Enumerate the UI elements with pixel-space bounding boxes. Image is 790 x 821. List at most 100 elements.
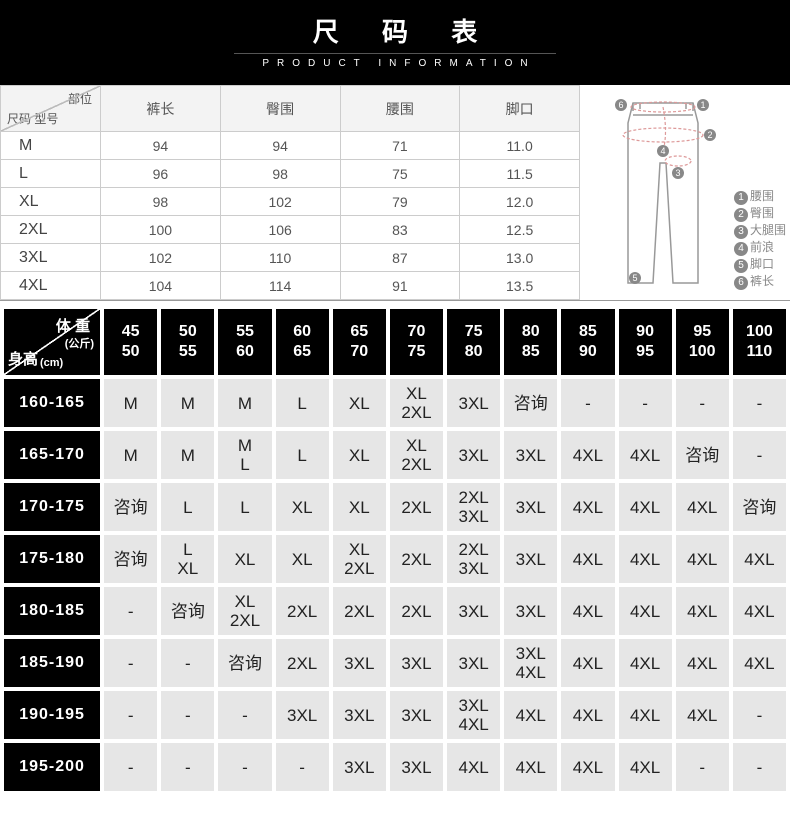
rec-cell: 4XL bbox=[561, 743, 614, 791]
size-cell: 102 bbox=[101, 244, 221, 272]
rec-row: 160-165MMMLXLXL2XL3XL咨询---- bbox=[4, 379, 786, 427]
rec-cell: 2XL bbox=[276, 639, 329, 687]
size-cell: 12.5 bbox=[460, 216, 580, 244]
rec-cell: 4XL bbox=[733, 587, 786, 635]
rec-cell: 3XL4XL bbox=[504, 639, 557, 687]
rec-cell: 3XL bbox=[447, 639, 500, 687]
size-cell: 12.0 bbox=[460, 188, 580, 216]
svg-text:5: 5 bbox=[632, 273, 637, 283]
size-row: 4XL1041149113.5 bbox=[1, 272, 580, 300]
weight-col: 9095 bbox=[619, 309, 672, 375]
size-cell: 104 bbox=[101, 272, 221, 300]
rec-cell: 4XL bbox=[733, 535, 786, 583]
size-section: 部位 尺码 型号 裤长 臀围 腰围 脚口 M94947111.0L9698751… bbox=[0, 85, 790, 301]
weight-col: 5055 bbox=[161, 309, 214, 375]
rec-cell: 4XL bbox=[619, 691, 672, 739]
rec-cell: 4XL bbox=[676, 639, 729, 687]
rec-cell: XL bbox=[218, 535, 271, 583]
rec-cell: XL2XL bbox=[390, 379, 443, 427]
svg-text:6: 6 bbox=[618, 100, 623, 110]
rec-cell: - bbox=[733, 431, 786, 479]
size-row: M94947111.0 bbox=[1, 132, 580, 160]
rec-cell: XL2XL bbox=[390, 431, 443, 479]
col-hip: 臀围 bbox=[220, 86, 340, 132]
rec-cell: - bbox=[104, 587, 157, 635]
weight-col: 8590 bbox=[561, 309, 614, 375]
rec-cell: 4XL bbox=[447, 743, 500, 791]
rec-cell: 3XL bbox=[390, 639, 443, 687]
rec-row: 180-185-咨询XL2XL2XL2XL2XL3XL3XL4XL4XL4XL4… bbox=[4, 587, 786, 635]
rec-cell: 4XL bbox=[619, 431, 672, 479]
size-cell: 13.0 bbox=[460, 244, 580, 272]
size-cell: 100 bbox=[101, 216, 221, 244]
size-table-corner: 部位 尺码 型号 bbox=[1, 86, 101, 132]
rec-cell: 咨询 bbox=[504, 379, 557, 427]
size-cell: 102 bbox=[220, 188, 340, 216]
rec-cell: - bbox=[676, 379, 729, 427]
size-cell: 110 bbox=[220, 244, 340, 272]
size-cell: 79 bbox=[340, 188, 460, 216]
rec-cell: LXL bbox=[161, 535, 214, 583]
rec-cell: 4XL bbox=[619, 483, 672, 531]
rec-cell: 3XL bbox=[333, 639, 386, 687]
rec-cell: 咨询 bbox=[161, 587, 214, 635]
rec-cell: - bbox=[104, 691, 157, 739]
rec-cell: 4XL bbox=[619, 587, 672, 635]
rec-cell: 3XL bbox=[447, 587, 500, 635]
rec-row: 190-195---3XL3XL3XL3XL4XL4XL4XL4XL4XL- bbox=[4, 691, 786, 739]
rec-cell: - bbox=[218, 691, 271, 739]
pants-diagram: 1 2 3 4 5 6 1腰围2臀围3大腿围4前浪5脚口6裤长 bbox=[580, 85, 790, 300]
rec-cell: 咨询 bbox=[733, 483, 786, 531]
rec-cell: 3XL bbox=[333, 691, 386, 739]
rec-cell: 4XL bbox=[676, 483, 729, 531]
rec-cell: - bbox=[619, 379, 672, 427]
col-cuff: 脚口 bbox=[460, 86, 580, 132]
rec-cell: 3XL bbox=[447, 379, 500, 427]
weight-col: 6570 bbox=[333, 309, 386, 375]
rec-row: 165-170MMMLLXLXL2XL3XL3XL4XL4XL咨询- bbox=[4, 431, 786, 479]
size-cell: 106 bbox=[220, 216, 340, 244]
size-cell: 83 bbox=[340, 216, 460, 244]
size-row: XL981027912.0 bbox=[1, 188, 580, 216]
size-cell: 11.0 bbox=[460, 132, 580, 160]
rec-cell: 4XL bbox=[561, 587, 614, 635]
weight-col: 8085 bbox=[504, 309, 557, 375]
rec-cell: 3XL bbox=[276, 691, 329, 739]
height-row: 195-200 bbox=[4, 743, 100, 791]
header-subtitle: PRODUCT INFORMATION bbox=[234, 53, 555, 69]
rec-cell: - bbox=[561, 379, 614, 427]
recommendation-table: 体 重 (公斤) 身高 (cm) 45505055556060656570707… bbox=[0, 305, 790, 795]
rec-cell: 3XL bbox=[504, 431, 557, 479]
rec-cell: M bbox=[104, 379, 157, 427]
rec-cell: XL bbox=[333, 379, 386, 427]
size-cell: 96 bbox=[101, 160, 221, 188]
rec-cell: - bbox=[104, 639, 157, 687]
rec-cell: - bbox=[161, 691, 214, 739]
rec-cell: 4XL bbox=[619, 743, 672, 791]
rec-cell: 4XL bbox=[504, 691, 557, 739]
size-cell: 98 bbox=[220, 160, 340, 188]
legend-item: 2臀围 bbox=[734, 205, 786, 222]
rec-cell: - bbox=[161, 639, 214, 687]
rec-cell: 3XL bbox=[333, 743, 386, 791]
svg-text:3: 3 bbox=[675, 168, 680, 178]
rec-cell: 2XL bbox=[333, 587, 386, 635]
height-row: 170-175 bbox=[4, 483, 100, 531]
rec-cell: - bbox=[733, 691, 786, 739]
size-cell: 87 bbox=[340, 244, 460, 272]
size-row: L96987511.5 bbox=[1, 160, 580, 188]
rec-cell: 2XL bbox=[276, 587, 329, 635]
rec-cell: 4XL bbox=[561, 431, 614, 479]
weight-col: 100110 bbox=[733, 309, 786, 375]
rec-cell: M bbox=[161, 431, 214, 479]
rec-cell: 4XL bbox=[561, 691, 614, 739]
size-key: 4XL bbox=[1, 272, 101, 300]
svg-text:1: 1 bbox=[700, 100, 705, 110]
rec-cell: 3XL bbox=[390, 691, 443, 739]
size-cell: 94 bbox=[220, 132, 340, 160]
height-row: 190-195 bbox=[4, 691, 100, 739]
size-cell: 75 bbox=[340, 160, 460, 188]
rec-cell: ML bbox=[218, 431, 271, 479]
rec-cell: 咨询 bbox=[676, 431, 729, 479]
rec-cell: XL2XL bbox=[333, 535, 386, 583]
